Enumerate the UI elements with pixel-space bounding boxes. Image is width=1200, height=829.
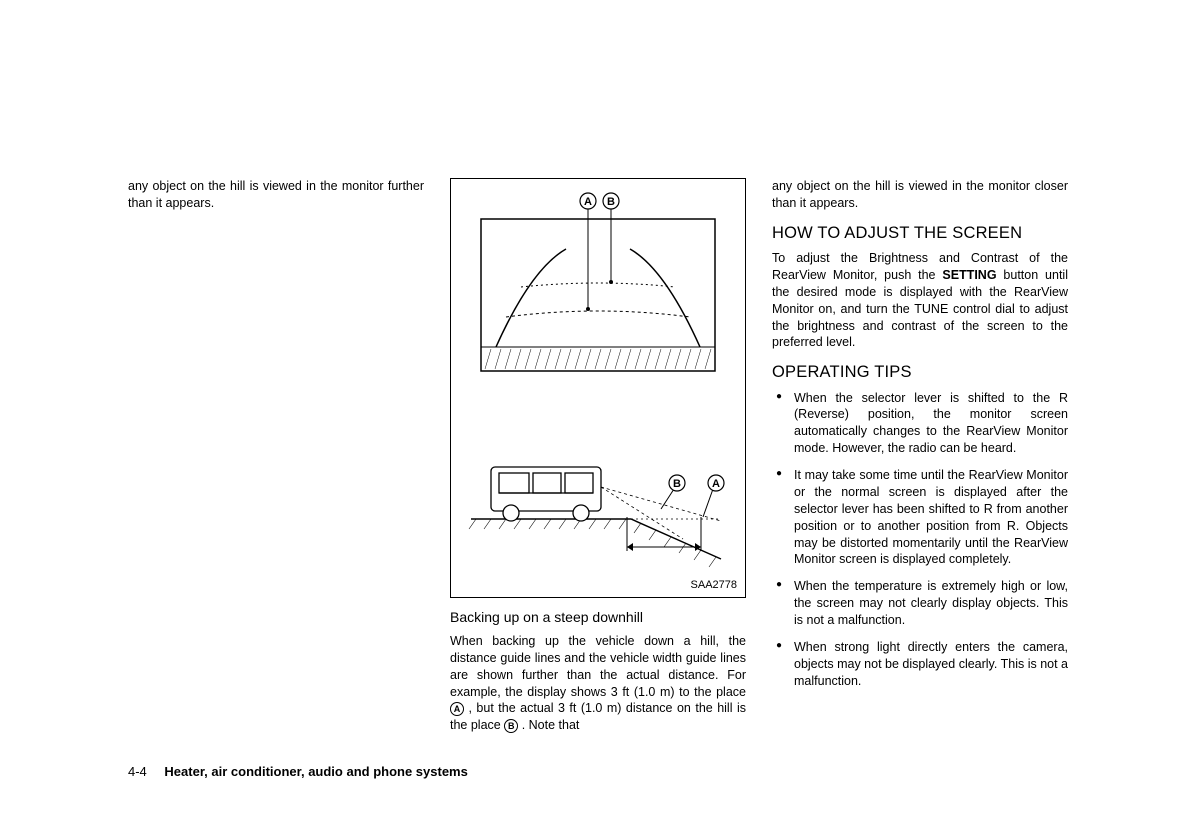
col2-text-pre: When backing up the vehicle down a hill,… <box>450 634 746 699</box>
column-1: any object on the hill is viewed in the … <box>128 178 424 734</box>
adjust-bold: SETTING <box>942 268 996 282</box>
tip-item: When the temperature is extremely high o… <box>772 578 1068 629</box>
tip-item: When the selector lever is shifted to th… <box>772 390 1068 458</box>
page-content: any object on the hill is viewed in the … <box>128 178 1072 734</box>
figure-code: SAA2778 <box>691 578 737 593</box>
col3-intro: any object on the hill is viewed in the … <box>772 178 1068 212</box>
col2-paragraph: When backing up the vehicle down a hill,… <box>450 633 746 734</box>
svg-text:B: B <box>607 196 615 208</box>
heading-adjust-screen: HOW TO ADJUST THE SCREEN <box>772 222 1068 244</box>
col2-text-post: . Note that <box>522 718 580 732</box>
heading-operating-tips: OPERATING TIPS <box>772 361 1068 383</box>
figure-box: A B <box>450 178 746 598</box>
footer-title: Heater, air conditioner, audio and phone… <box>164 764 467 779</box>
tip-item: When strong light directly enters the ca… <box>772 639 1068 690</box>
label-b-inline: B <box>504 719 518 733</box>
adjust-paragraph: To adjust the Brightness and Contrast of… <box>772 250 1068 351</box>
svg-text:A: A <box>712 478 720 490</box>
label-a-inline: A <box>450 702 464 716</box>
col2-subheading: Backing up on a steep downhill <box>450 608 746 627</box>
diagram-svg: A B <box>451 179 745 597</box>
svg-text:B: B <box>673 478 681 490</box>
tip-item: It may take some time until the RearView… <box>772 467 1068 568</box>
col2-text-mid: , but the actual 3 ft (1.0 m) distance o… <box>450 701 746 732</box>
svg-text:A: A <box>584 196 592 208</box>
page-number: 4-4 <box>128 764 147 779</box>
column-2: A B <box>450 178 746 734</box>
column-3: any object on the hill is viewed in the … <box>772 178 1068 734</box>
page-footer: 4-4 Heater, air conditioner, audio and p… <box>128 764 468 779</box>
tips-list: When the selector lever is shifted to th… <box>772 390 1068 690</box>
col1-paragraph: any object on the hill is viewed in the … <box>128 178 424 212</box>
